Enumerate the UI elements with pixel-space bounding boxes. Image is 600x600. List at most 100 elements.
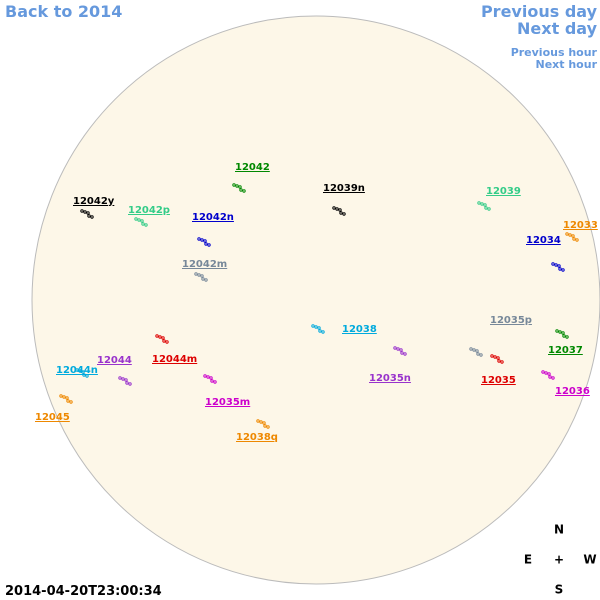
region-marker <box>128 382 132 386</box>
region-marker <box>479 353 483 357</box>
region-marker <box>197 237 201 241</box>
region-marker <box>558 267 562 271</box>
region-label[interactable]: 12039n <box>323 183 365 194</box>
region-label[interactable]: 12042m <box>182 259 227 270</box>
timestamp: 2014-04-20T23:00:34 <box>5 584 162 599</box>
region-marker <box>69 400 73 404</box>
region-marker <box>562 334 566 338</box>
region-marker <box>232 183 236 187</box>
previous-hour-link[interactable]: Previous hour <box>511 46 598 59</box>
region-marker <box>210 379 214 383</box>
region-marker <box>342 212 346 216</box>
region-label[interactable]: 12042 <box>235 162 270 173</box>
region-label[interactable]: 12036 <box>555 386 590 397</box>
region-marker <box>206 375 210 379</box>
region-marker <box>85 374 89 378</box>
region-marker <box>90 215 94 219</box>
region-label[interactable]: 12038 <box>342 324 377 335</box>
region-marker <box>78 369 82 373</box>
region-marker <box>125 381 129 385</box>
region-marker <box>565 232 569 236</box>
region-marker <box>197 273 201 277</box>
region-marker <box>86 211 90 215</box>
region-marker <box>548 375 552 379</box>
back-link[interactable]: Back to 2014 <box>5 2 122 21</box>
region-marker <box>338 208 342 212</box>
region-marker <box>575 238 579 242</box>
region-marker <box>238 185 242 189</box>
region-marker <box>396 347 400 351</box>
region-marker <box>81 370 85 374</box>
region-marker <box>541 370 545 374</box>
region-label[interactable]: 12044 <box>97 355 132 366</box>
region-marker <box>480 202 484 206</box>
region-marker <box>565 335 569 339</box>
region-marker <box>140 219 144 223</box>
region-marker <box>561 331 565 335</box>
region-marker <box>554 263 558 267</box>
region-marker <box>339 211 343 215</box>
region-marker <box>335 207 339 211</box>
region-label[interactable]: 12038q <box>236 432 278 443</box>
region-marker <box>484 206 488 210</box>
region-label[interactable]: 12034 <box>526 235 561 246</box>
region-marker <box>568 233 572 237</box>
region-label[interactable]: 12042y <box>73 196 115 207</box>
region-marker <box>75 368 79 372</box>
region-marker <box>487 207 491 211</box>
region-marker <box>551 376 555 380</box>
region-marker <box>158 335 162 339</box>
compass-east: E <box>524 553 532 567</box>
region-marker <box>239 188 243 192</box>
region-marker <box>80 209 84 213</box>
region-marker <box>399 348 403 352</box>
next-hour-link[interactable]: Next hour <box>536 58 598 71</box>
region-marker <box>162 339 166 343</box>
region-marker <box>400 351 404 355</box>
region-marker <box>83 210 87 214</box>
region-marker <box>155 334 159 338</box>
region-marker <box>207 243 211 247</box>
region-label[interactable]: 12042n <box>192 212 234 223</box>
region-marker <box>318 329 322 333</box>
region-marker <box>242 189 246 193</box>
compass-south: S <box>555 583 564 597</box>
region-label[interactable]: 12045 <box>35 412 70 423</box>
region-marker <box>203 239 207 243</box>
region-marker <box>263 424 267 428</box>
region-label[interactable]: 12035p <box>490 315 532 326</box>
region-marker <box>121 377 125 381</box>
region-label[interactable]: 12035m <box>205 397 250 408</box>
region-marker <box>266 425 270 429</box>
region-marker <box>544 371 548 375</box>
region-marker <box>496 356 500 360</box>
region-marker <box>497 359 501 363</box>
region-label[interactable]: 12035 <box>481 375 516 386</box>
region-label[interactable]: 12033 <box>563 220 598 231</box>
region-label[interactable]: 12044n <box>56 365 98 376</box>
compass-north: N <box>554 523 564 537</box>
region-marker <box>557 264 561 268</box>
region-marker <box>477 201 481 205</box>
region-marker <box>555 329 559 333</box>
region-label[interactable]: 12039 <box>486 186 521 197</box>
region-marker <box>476 352 480 356</box>
next-day-link[interactable]: Next day <box>517 19 598 38</box>
region-marker <box>161 336 165 340</box>
region-marker <box>547 372 551 376</box>
region-label[interactable]: 12042p <box>128 205 170 216</box>
region-label[interactable]: 12037 <box>548 345 583 356</box>
region-marker <box>65 396 69 400</box>
previous-day-link[interactable]: Previous day <box>481 2 598 21</box>
region-label[interactable]: 12035n <box>369 373 411 384</box>
region-marker <box>144 223 148 227</box>
region-marker <box>118 376 122 380</box>
region-marker <box>235 184 239 188</box>
compass-west: W <box>583 553 596 567</box>
region-label[interactable]: 12044m <box>152 354 197 365</box>
region-marker <box>200 238 204 242</box>
region-marker <box>204 278 208 282</box>
region-marker <box>469 347 473 351</box>
